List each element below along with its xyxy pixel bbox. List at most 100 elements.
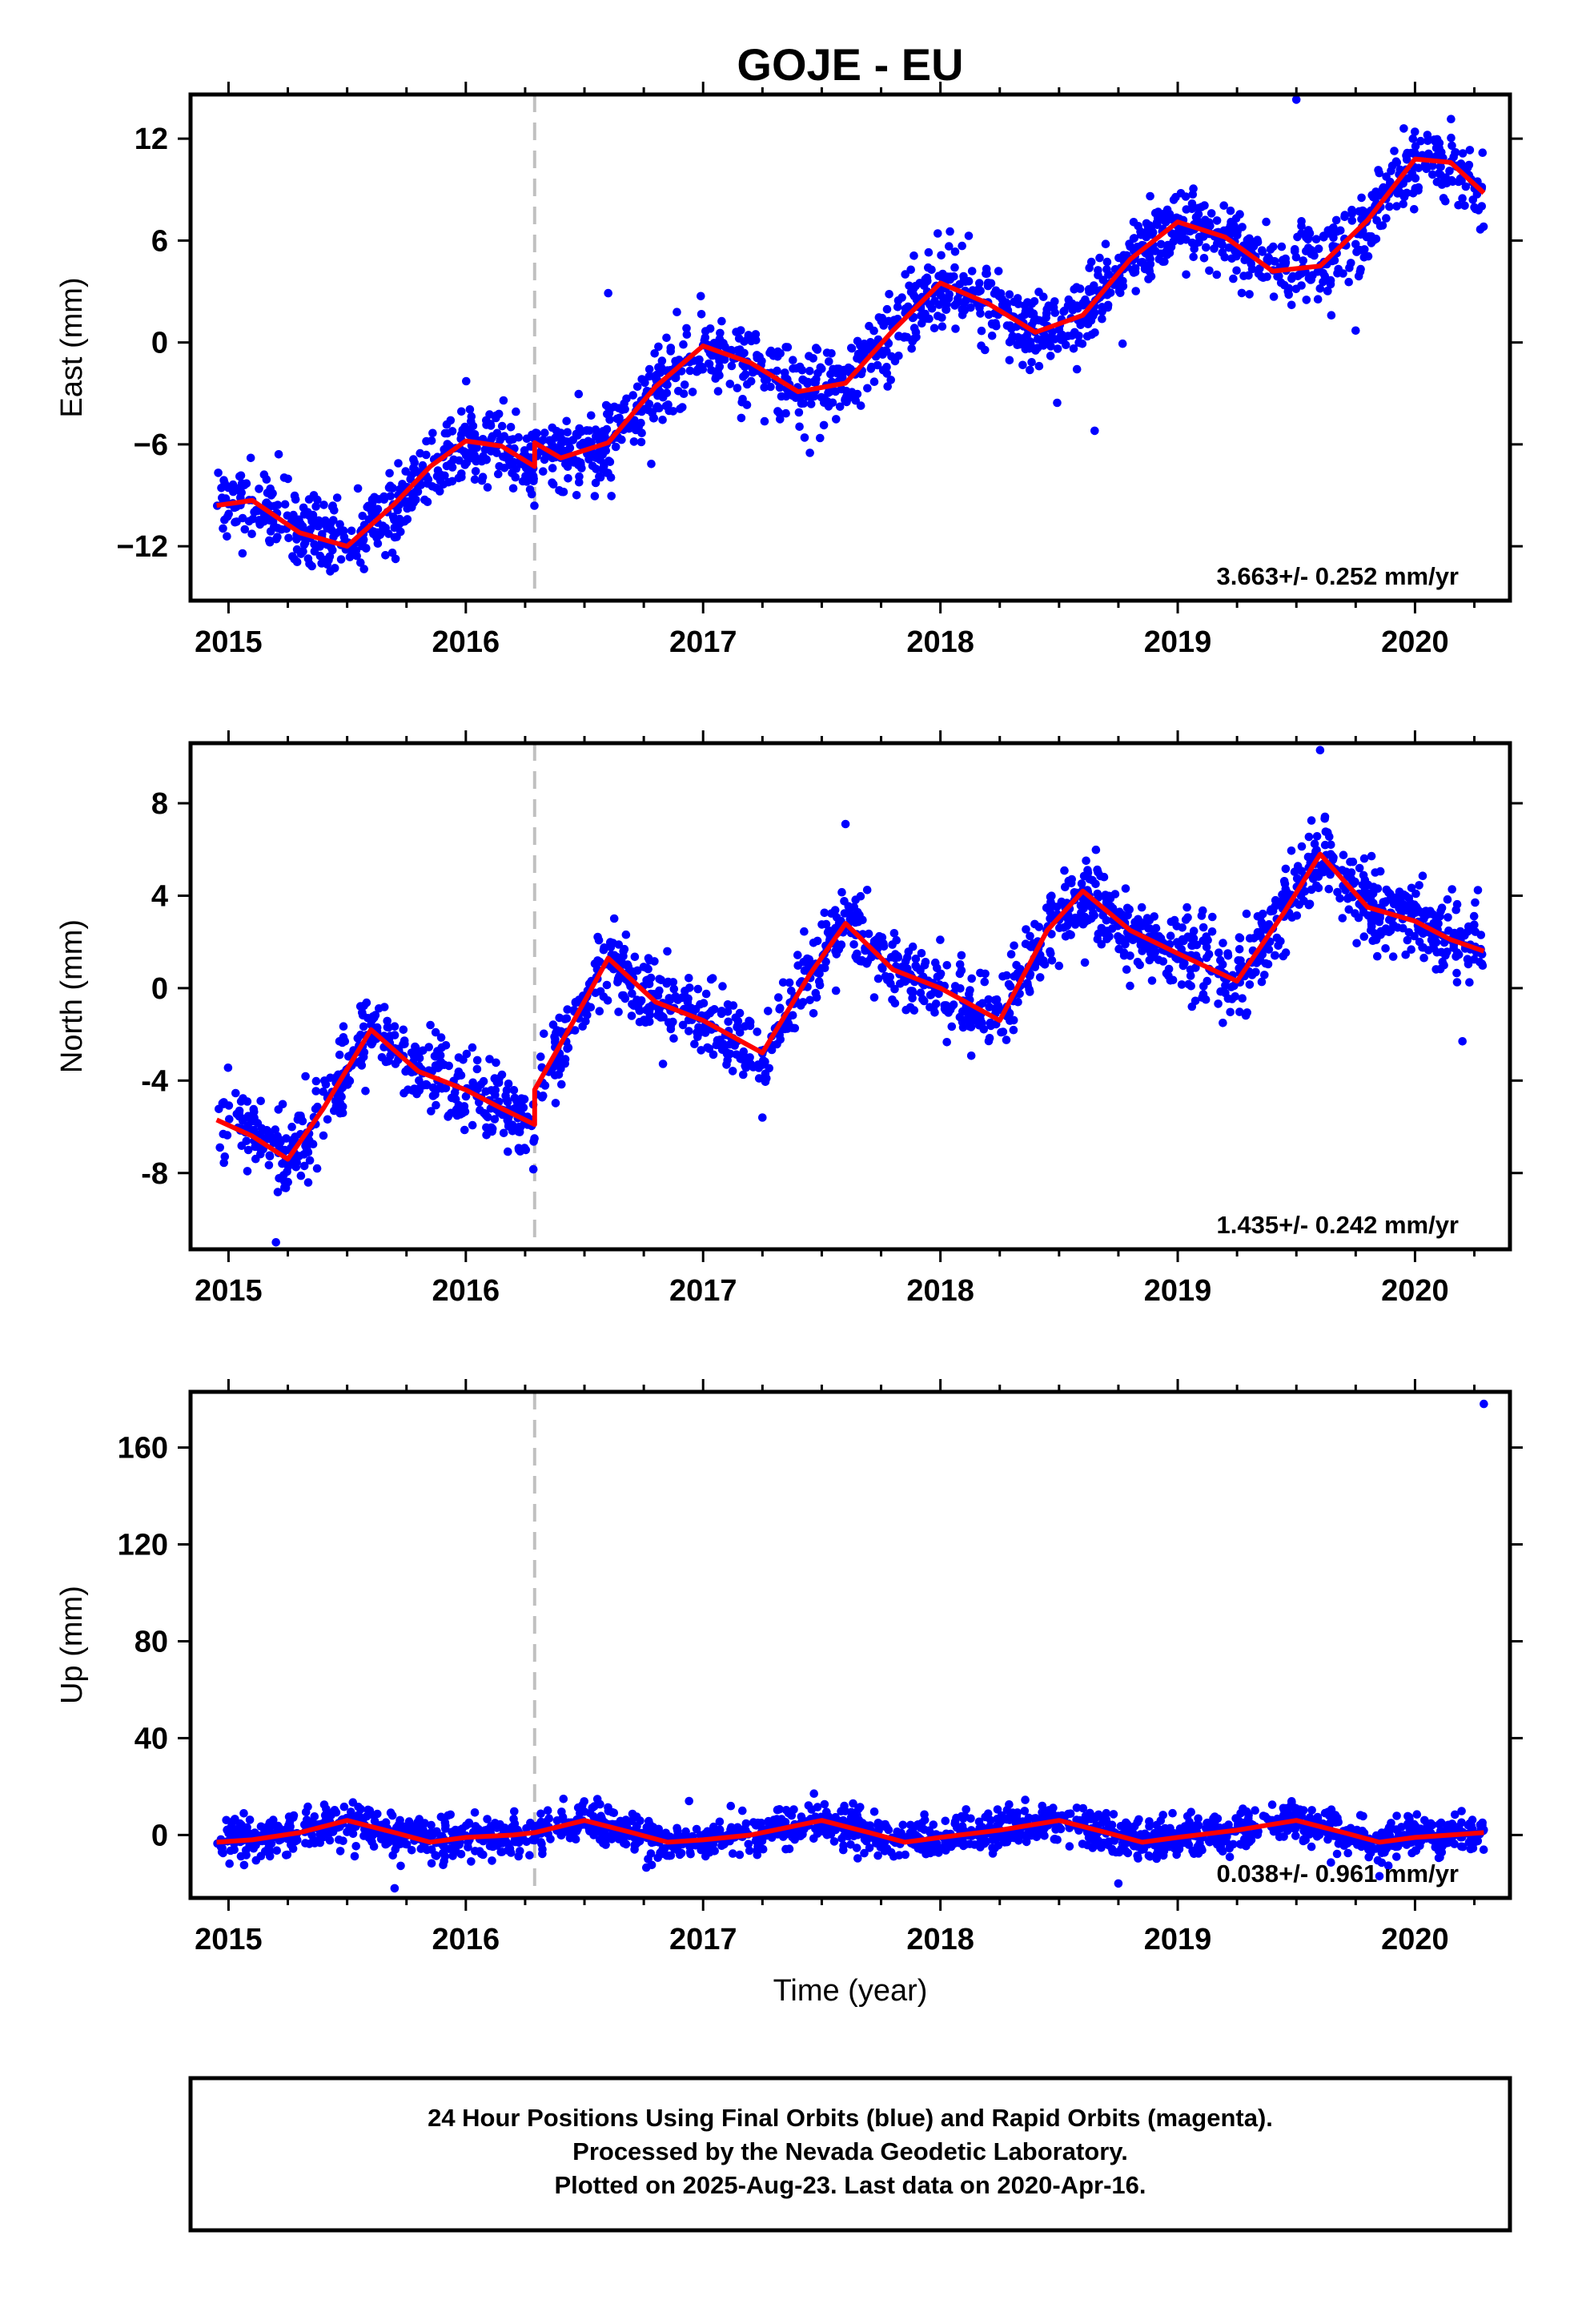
east-data-point (713, 366, 722, 376)
north-data-point (1182, 903, 1191, 912)
up-data-point (239, 1860, 249, 1870)
north-data-point (1343, 895, 1352, 903)
east-data-point (1078, 299, 1088, 308)
north-data-point (1367, 926, 1375, 935)
north-data-point (930, 987, 939, 996)
north-data-point (1465, 978, 1474, 987)
east-data-point (1313, 295, 1323, 304)
east-data-point (934, 312, 942, 320)
east-data-point (1372, 216, 1381, 225)
east-data-point (1144, 275, 1153, 283)
east-data-point (265, 536, 274, 545)
north-data-point (684, 994, 693, 1003)
north-data-point (583, 1011, 592, 1019)
north-data-point (250, 1108, 259, 1116)
north-data-point (593, 956, 602, 965)
east-data-point (1101, 239, 1110, 249)
east-data-point (457, 407, 466, 416)
east-data-point (820, 395, 829, 404)
east-data-point (271, 534, 281, 544)
north-data-point (384, 1023, 393, 1032)
east-data-point (328, 545, 337, 555)
north-data-point (697, 1046, 705, 1055)
east-data-point (806, 400, 816, 408)
east-data-point (540, 428, 549, 437)
east-data-point (410, 458, 420, 467)
east-data-point (708, 351, 717, 360)
north-data-point (793, 951, 802, 959)
north-data-point (1471, 898, 1480, 907)
north-data-point (1327, 850, 1335, 860)
north-data-point (936, 935, 945, 944)
east-data-point (442, 420, 452, 429)
east-data-point (396, 527, 405, 537)
east-data-point (1133, 243, 1142, 251)
north-data-point (817, 920, 826, 929)
north-data-point (845, 910, 855, 919)
east-data-point (697, 292, 705, 301)
east-data-point (512, 407, 520, 416)
north-data-point (1276, 937, 1285, 946)
east-data-point (1408, 189, 1418, 198)
east-data-point (1458, 194, 1467, 203)
east-data-point (817, 364, 826, 373)
north-data-point (1464, 927, 1472, 936)
east-data-point (506, 436, 515, 444)
north-data-point (811, 988, 821, 998)
east-data-point (416, 448, 424, 458)
east-data-point (976, 309, 985, 318)
east-data-point (273, 501, 283, 509)
north-data-point (265, 1152, 275, 1161)
east-data-point (781, 408, 790, 418)
east-data-point (1030, 297, 1039, 306)
up-data-point (993, 1805, 1002, 1814)
east-data-point (309, 491, 319, 500)
north-data-point (849, 940, 858, 949)
east-data-point (588, 461, 597, 471)
east-data-point (679, 340, 688, 349)
east-data-point (610, 402, 619, 412)
north-data-point (503, 1097, 512, 1107)
east-data-point (937, 251, 946, 260)
north-y-tick-label: -4 (141, 1064, 168, 1098)
east-data-point (1156, 239, 1166, 249)
north-data-point (361, 1087, 370, 1096)
north-data-point (1215, 948, 1223, 957)
north-data-point (1054, 961, 1064, 971)
east-data-point (604, 288, 612, 298)
north-data-point (1290, 867, 1299, 876)
north-data-point (440, 1060, 449, 1069)
up-data-point (310, 1812, 319, 1821)
east-data-point (1131, 287, 1140, 296)
east-data-point (1319, 277, 1327, 287)
east-data-point (1423, 131, 1432, 139)
east-data-point (487, 447, 496, 456)
north-data-point (1369, 899, 1378, 908)
north-data-point (1381, 944, 1390, 953)
east-data-point (882, 304, 892, 314)
north-data-point (1280, 879, 1290, 888)
north-x-tick-label: 2015 (195, 1274, 263, 1308)
north-data-point (1373, 951, 1382, 961)
east-data-point (967, 267, 977, 275)
north-data-point (1186, 965, 1195, 975)
up-data-point (1307, 1806, 1316, 1815)
east-data-point (885, 290, 893, 299)
east-data-point (975, 279, 984, 287)
east-data-point (1039, 292, 1048, 302)
north-data-point (280, 1183, 289, 1192)
east-data-point (1356, 264, 1365, 274)
north-data-point (628, 989, 636, 998)
up-data-point (226, 1846, 235, 1856)
north-data-point (901, 1005, 910, 1015)
north-data-point (1154, 931, 1163, 941)
north-data-point (436, 1033, 446, 1042)
north-data-point (911, 955, 921, 963)
north-data-point (1415, 881, 1423, 890)
north-data-point (557, 1080, 566, 1089)
east-data-point (637, 375, 646, 384)
north-data-point (1345, 870, 1355, 879)
north-data-point (745, 1053, 754, 1062)
east-data-point (773, 347, 782, 356)
north-data-point (1315, 746, 1325, 754)
